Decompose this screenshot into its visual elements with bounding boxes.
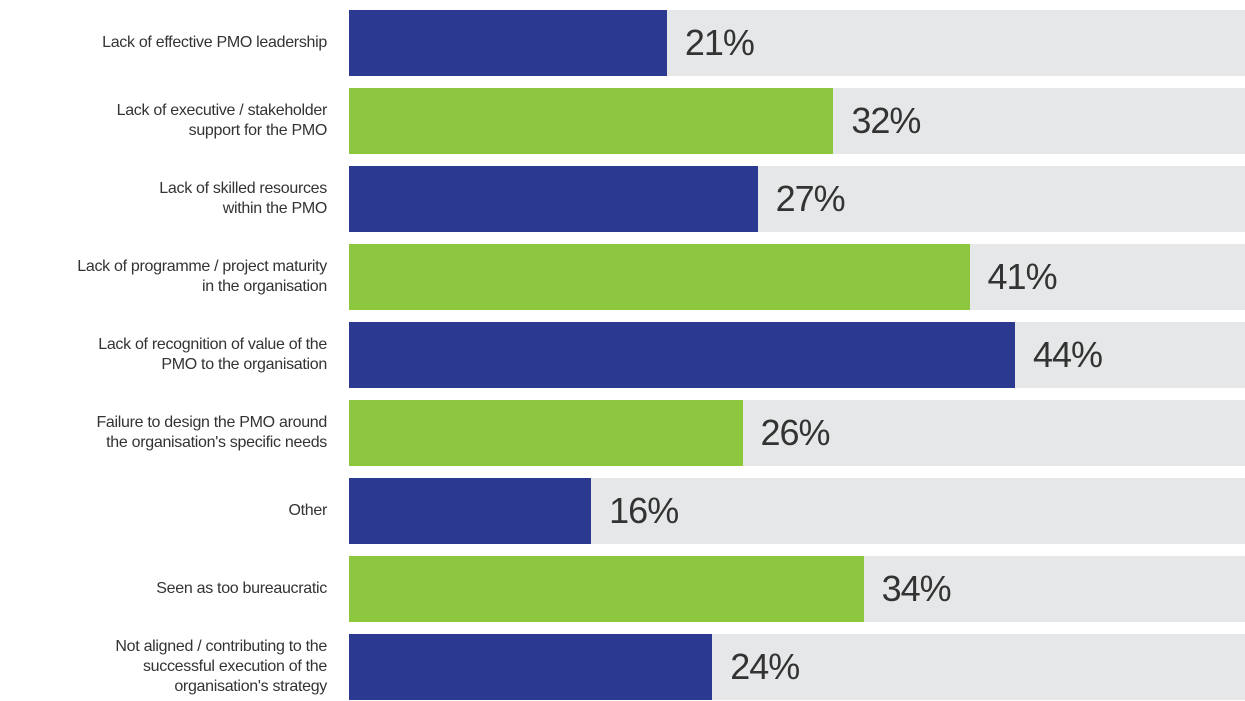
value-label: 41% (987, 256, 1058, 297)
category-label: Lack of executive / stakeholder support … (116, 102, 328, 139)
bar (349, 634, 713, 700)
bar (349, 166, 758, 232)
value-label: 34% (881, 568, 952, 609)
value-label: 26% (760, 412, 831, 453)
category-label: Not aligned / contributing to the succes… (115, 638, 327, 695)
value-label: 21% (684, 22, 755, 63)
bar (349, 478, 592, 544)
bar (349, 244, 970, 310)
category-label: Lack of programme / project maturity in … (77, 258, 327, 295)
value-label: 16% (609, 490, 679, 531)
value-label: 24% (730, 646, 800, 687)
category-label: Other (288, 502, 327, 519)
bar (349, 322, 1015, 388)
category-label: Seen as too bureaucratic (156, 580, 327, 597)
value-label: 44% (1032, 334, 1103, 375)
bar (349, 88, 834, 154)
value-label: 27% (775, 178, 846, 219)
category-label: Lack of effective PMO leadership (102, 34, 327, 51)
bar (349, 400, 743, 466)
value-label: 32% (851, 100, 921, 141)
bar (349, 10, 667, 76)
category-label: Lack of recognition of value of the PMO … (98, 336, 327, 373)
category-label: Lack of skilled resources within the PMO (159, 180, 327, 217)
category-label: Failure to design the PMO around the org… (96, 414, 327, 451)
bar (349, 556, 864, 622)
